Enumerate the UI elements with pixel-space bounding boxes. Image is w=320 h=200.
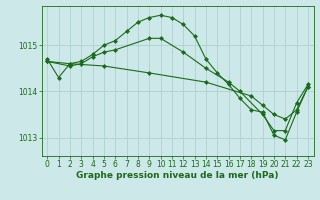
X-axis label: Graphe pression niveau de la mer (hPa): Graphe pression niveau de la mer (hPa) [76,171,279,180]
